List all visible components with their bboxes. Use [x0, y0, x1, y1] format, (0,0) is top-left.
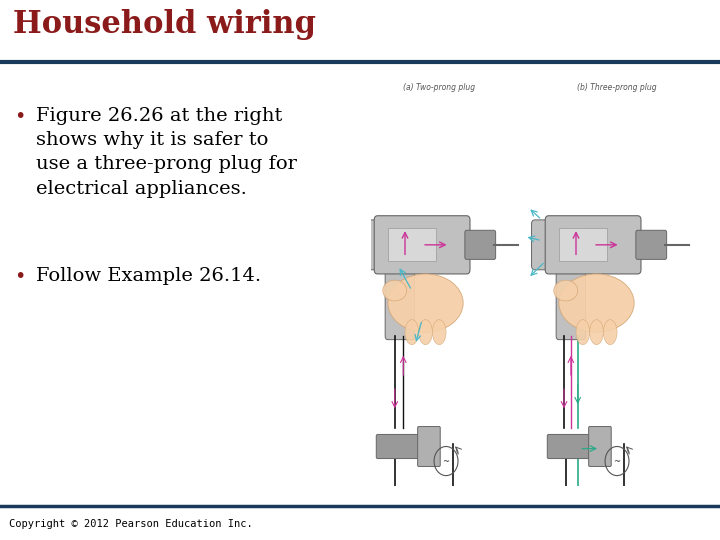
Ellipse shape — [603, 320, 617, 345]
FancyBboxPatch shape — [547, 435, 591, 458]
Ellipse shape — [554, 280, 577, 301]
Text: Household wiring: Household wiring — [13, 9, 316, 40]
FancyBboxPatch shape — [531, 220, 566, 270]
Text: Copyright © 2012 Pearson Education Inc.: Copyright © 2012 Pearson Education Inc. — [9, 518, 253, 529]
Text: Follow Example 26.14.: Follow Example 26.14. — [36, 267, 261, 285]
Text: •: • — [14, 107, 25, 126]
Ellipse shape — [405, 320, 419, 345]
Ellipse shape — [383, 280, 407, 301]
Ellipse shape — [590, 320, 603, 345]
FancyBboxPatch shape — [361, 220, 395, 270]
FancyBboxPatch shape — [545, 215, 641, 274]
Text: ~: ~ — [443, 456, 449, 465]
Text: •: • — [14, 267, 25, 286]
FancyBboxPatch shape — [385, 266, 415, 340]
FancyBboxPatch shape — [418, 427, 440, 467]
Text: (a) Two-prong plug: (a) Two-prong plug — [403, 83, 475, 92]
FancyBboxPatch shape — [636, 230, 667, 259]
FancyBboxPatch shape — [377, 435, 420, 458]
FancyBboxPatch shape — [589, 427, 611, 467]
FancyBboxPatch shape — [559, 228, 607, 261]
Text: Figure 26.26 at the right
shows why it is safer to
use a three-prong plug for
el: Figure 26.26 at the right shows why it i… — [36, 107, 297, 198]
FancyBboxPatch shape — [374, 215, 470, 274]
FancyBboxPatch shape — [388, 228, 436, 261]
Ellipse shape — [576, 320, 590, 345]
FancyBboxPatch shape — [556, 266, 585, 340]
Ellipse shape — [419, 320, 432, 345]
Text: (b) Three-prong plug: (b) Three-prong plug — [577, 83, 657, 92]
Ellipse shape — [432, 320, 446, 345]
FancyBboxPatch shape — [465, 230, 495, 259]
Text: ~: ~ — [613, 456, 621, 465]
Ellipse shape — [388, 274, 463, 332]
Ellipse shape — [559, 274, 634, 332]
